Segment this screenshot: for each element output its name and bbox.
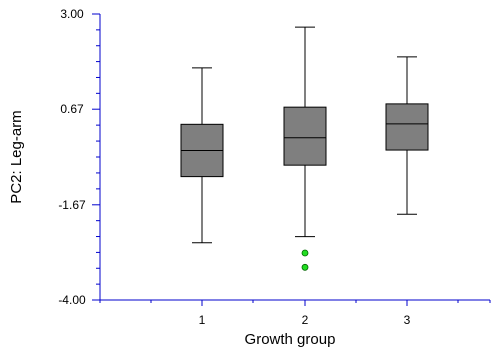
box-group-2 xyxy=(283,26,327,271)
iqr-box xyxy=(283,106,327,166)
y-tick-label: 0.67 xyxy=(60,102,84,116)
x-tick-label: 2 xyxy=(302,313,309,327)
box-group-1 xyxy=(180,67,224,244)
tick-marks xyxy=(92,13,491,306)
y-axis-title: PC2: Leg-arm xyxy=(8,110,25,203)
y-tick-label: -4.00 xyxy=(58,293,86,307)
outlier-point xyxy=(301,249,309,257)
box-group-3 xyxy=(385,56,429,215)
x-axis-title: Growth group xyxy=(245,331,336,348)
tick-labels: 3.00 0.67 -1.67 -4.00 1 2 3 xyxy=(58,7,410,327)
y-tick-label: -1.67 xyxy=(58,198,86,212)
x-tick-label: 3 xyxy=(404,313,411,327)
outlier-point xyxy=(301,263,309,271)
boxes xyxy=(180,26,429,271)
iqr-box xyxy=(385,103,429,151)
y-tick-label: 3.00 xyxy=(60,7,84,21)
x-tick-label: 1 xyxy=(199,313,206,327)
